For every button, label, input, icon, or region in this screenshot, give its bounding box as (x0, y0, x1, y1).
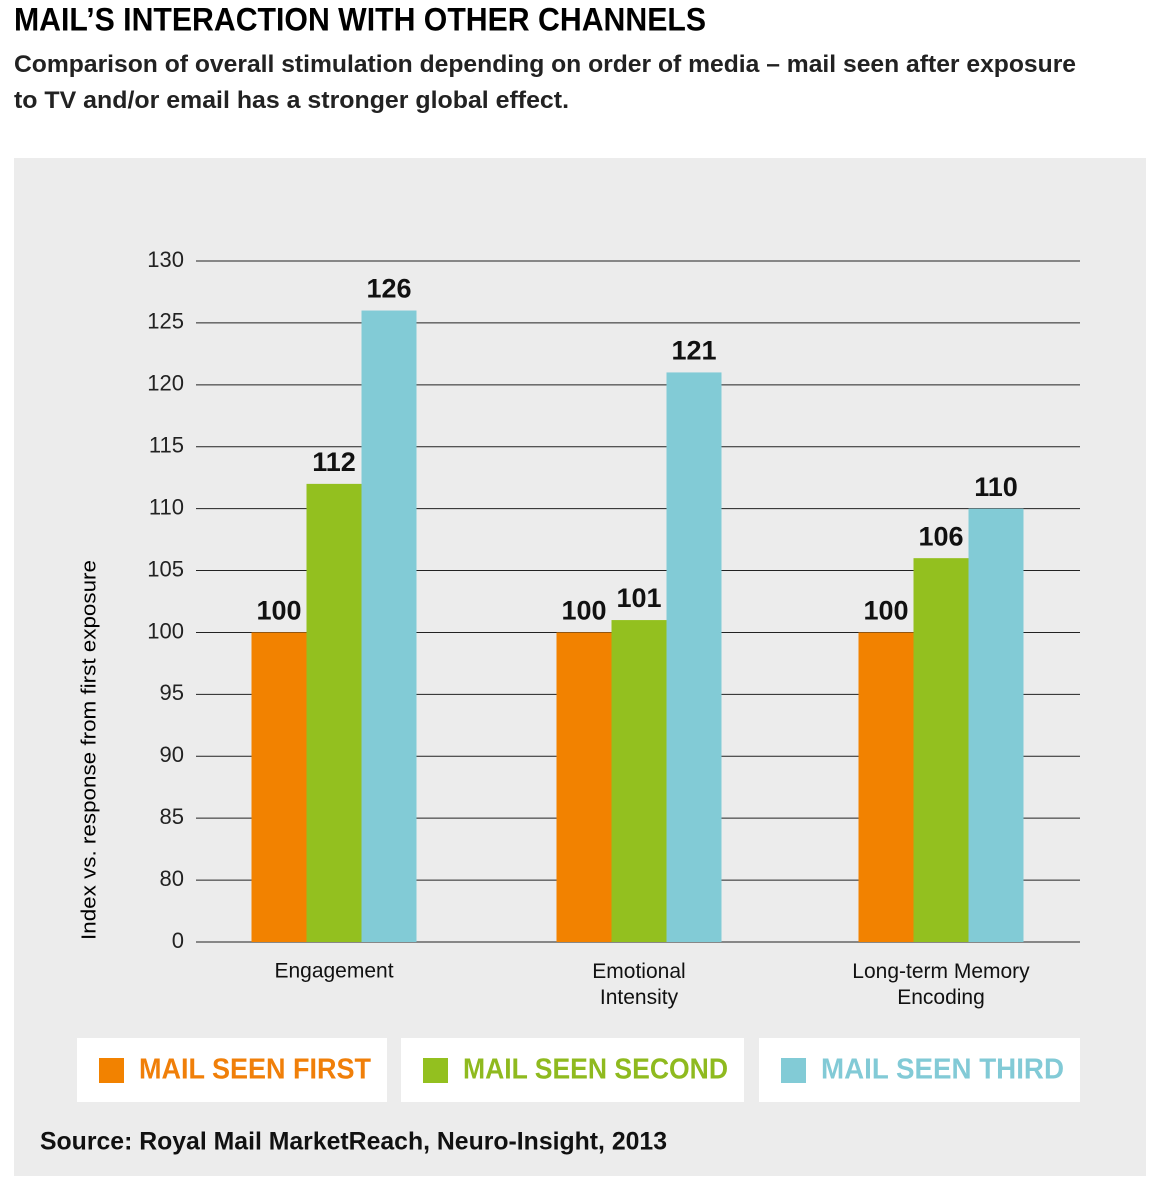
value-label: 100 (561, 596, 606, 626)
legend-label: MAIL SEEN THIRD (821, 1054, 1064, 1086)
y-tick-label: 100 (147, 618, 184, 643)
y-tick-label: 95 (160, 680, 184, 705)
bar (251, 632, 307, 942)
bar (361, 310, 417, 942)
value-label: 126 (366, 274, 411, 304)
x-tick-label: Engagement (274, 960, 393, 983)
bar (306, 483, 362, 942)
legend-swatch (423, 1058, 448, 1083)
y-tick-label: 125 (147, 309, 184, 334)
legend-swatch (99, 1058, 124, 1083)
y-tick-label: 130 (147, 247, 184, 272)
value-label: 121 (671, 336, 716, 366)
x-tick-label: Emotional Intensity (592, 960, 685, 1009)
bar (611, 620, 667, 942)
y-tick-label: 85 (160, 804, 184, 829)
y-tick-label: 0 (172, 928, 184, 953)
value-label: 100 (863, 596, 908, 626)
chart-title: MAIL’S INTERACTION WITH OTHER CHANNELS (14, 1, 706, 37)
legend-swatch (781, 1058, 806, 1083)
y-tick-label: 105 (147, 556, 184, 581)
bar (913, 558, 969, 942)
value-label: 106 (918, 521, 963, 551)
y-tick-label: 90 (160, 742, 184, 767)
bar (666, 372, 722, 942)
value-label: 100 (256, 596, 301, 626)
source: Source: Royal Mail MarketReach, Neuro-In… (40, 1128, 667, 1156)
bar (556, 632, 612, 942)
legend-box (401, 1038, 744, 1102)
legend-box (759, 1038, 1080, 1102)
value-label: 112 (312, 447, 356, 477)
legend-box (77, 1038, 387, 1102)
legend-label: MAIL SEEN SECOND (463, 1054, 728, 1086)
value-label: 110 (974, 472, 1018, 502)
value-label: 101 (616, 583, 661, 613)
y-axis-label: Index vs. response from first exposure (78, 560, 100, 940)
y-tick-label: 115 (149, 433, 184, 458)
x-tick-label: Long-term Memory Encoding (852, 960, 1030, 1009)
y-tick-label: 110 (149, 494, 184, 519)
chart-subtitle: Comparison of overall stimulation depend… (14, 51, 1076, 114)
y-tick-label: 80 (160, 866, 184, 891)
y-tick-label: 120 (147, 371, 184, 396)
legend-label: MAIL SEEN FIRST (139, 1054, 371, 1086)
bar (968, 508, 1024, 942)
bar (858, 632, 914, 942)
